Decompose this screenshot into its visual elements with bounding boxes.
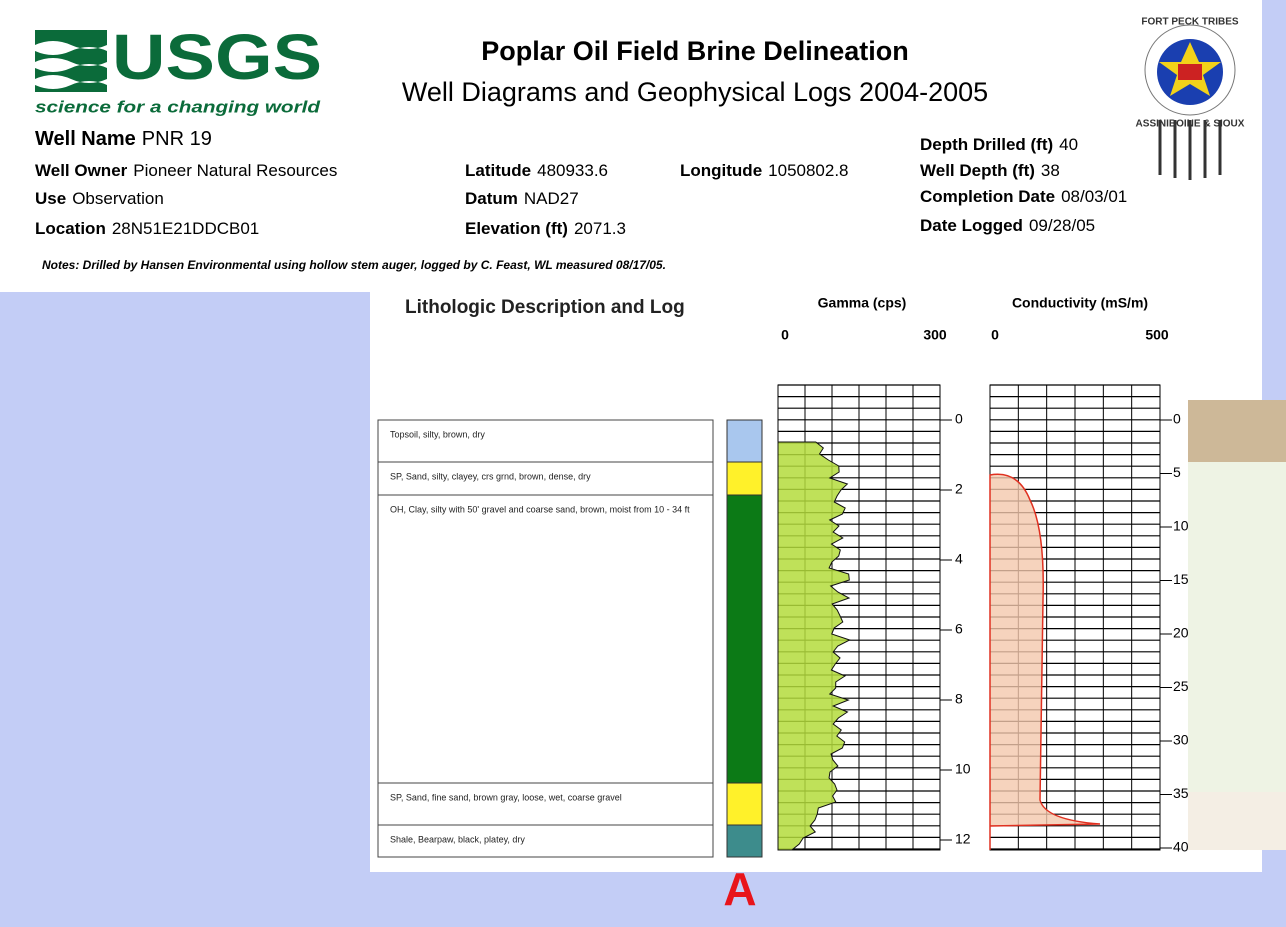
depth-ft-label: 25: [1173, 678, 1189, 694]
field-value: 480933.6: [537, 161, 608, 180]
depth-m-label: 12: [955, 831, 971, 847]
depth-ft-label: 30: [1173, 732, 1189, 748]
lithology-text: SP, Sand, silty, clayey, crs grnd, brown…: [390, 471, 591, 481]
field-value: 1050802.8: [768, 161, 848, 180]
depth-m-label: 10: [955, 761, 971, 777]
field-value: 08/03/01: [1061, 187, 1127, 206]
lithology-column: [726, 494, 763, 784]
field-label: Completion Date: [920, 187, 1055, 206]
field-label: Depth Drilled (ft): [920, 135, 1053, 154]
well-field: Datum NAD27: [465, 189, 579, 208]
conductivity-min: 0: [991, 327, 999, 343]
field-label: Elevation (ft): [465, 219, 568, 238]
lithology-box: [377, 419, 714, 463]
header-panel: [0, 0, 1262, 292]
gamma-curve: [777, 441, 851, 851]
well-field: Elevation (ft) 2071.3: [465, 219, 626, 238]
lithology-box: [377, 461, 714, 496]
well-field: Well Owner Pioneer Natural Resources: [35, 161, 337, 180]
lithology-box: [377, 824, 714, 858]
well-field: Latitude 480933.6: [465, 161, 608, 180]
well-field: Depth Drilled (ft) 40: [920, 135, 1078, 154]
field-value: 09/28/05: [1029, 216, 1095, 235]
field-label: Well Owner: [35, 161, 128, 180]
lithology-box: [377, 494, 714, 784]
well-field: Use Observation: [35, 189, 164, 208]
logo-text: USGS: [112, 21, 322, 93]
field-value: Pioneer Natural Resources: [133, 161, 337, 180]
panel-label: A: [723, 863, 756, 915]
lithology-text: OH, Clay, silty with 50' gravel and coar…: [390, 504, 690, 514]
field-label: Date Logged: [920, 216, 1023, 235]
lithology-column: [726, 419, 763, 463]
seal-bottom: ASSINIBOINE & SIOUX: [1136, 119, 1245, 130]
lithology-box: [377, 782, 714, 826]
field-value: NAD27: [524, 189, 579, 208]
depth-ft-label: 0: [1173, 411, 1181, 427]
well-field: Location 28N51E21DDCB01: [35, 219, 259, 238]
conductivity-curve: [989, 473, 1101, 850]
field-value: 28N51E21DDCB01: [112, 219, 259, 238]
lithology-title: Lithologic Description and Log: [405, 297, 685, 318]
depth-ft-label: 15: [1173, 571, 1189, 587]
well-field: Completion Date 08/03/01: [920, 187, 1127, 206]
conductivity-title: Conductivity (mS/m): [1012, 295, 1148, 311]
gamma-title: Gamma (cps): [818, 295, 907, 311]
depth-m-label: 0: [955, 411, 963, 427]
field-label: Datum: [465, 189, 518, 208]
field-value: Observation: [72, 189, 164, 208]
lithology-text: SP, Sand, fine sand, brown gray, loose, …: [390, 792, 622, 802]
depth-m-label: 4: [955, 551, 963, 567]
usgs-mark: [35, 30, 107, 92]
tagline: science for a changing world: [35, 97, 321, 116]
lithology-text: Topsoil, silty, brown, dry: [390, 429, 485, 439]
lithology-column: [726, 461, 763, 496]
lithology-column: [726, 782, 763, 826]
seal: [1144, 24, 1236, 180]
subtitle: Well Diagrams and Geophysical Logs 2004-…: [402, 77, 988, 107]
field-label: Well Name: [35, 128, 136, 150]
depth-ft-label: 5: [1173, 464, 1181, 480]
depth-ft-label: 10: [1173, 518, 1189, 534]
depth-ft-label: 20: [1173, 625, 1189, 641]
field-label: Location: [35, 219, 106, 238]
field-value: PNR 19: [142, 128, 212, 150]
depth-m-label: 6: [955, 621, 963, 637]
field-value: 2071.3: [574, 219, 626, 238]
seal-top: FORT PECK TRIBES: [1141, 17, 1239, 28]
notes: Notes: Drilled by Hansen Environmental u…: [42, 258, 666, 272]
lithology-strip: [1188, 400, 1286, 850]
lithology-text: Shale, Bearpaw, black, platey, dry: [390, 834, 525, 844]
field-label: Well Depth (ft): [920, 161, 1035, 180]
field-label: Use: [35, 189, 66, 208]
lithology-column: [726, 824, 763, 858]
well-field: Well Name PNR 19: [35, 128, 212, 150]
gamma-min: 0: [781, 327, 789, 343]
depth-m-label: 2: [955, 481, 963, 497]
well-field: Longitude 1050802.8: [680, 161, 849, 180]
field-label: Longitude: [680, 161, 762, 180]
conductivity-max: 500: [1145, 327, 1169, 343]
depth-ft-label: 35: [1173, 785, 1189, 801]
field-label: Latitude: [465, 161, 531, 180]
field-value: 38: [1041, 161, 1060, 180]
field-value: 40: [1059, 135, 1078, 154]
title: Poplar Oil Field Brine Delineation: [481, 36, 909, 66]
depth-ft-label: 40: [1173, 839, 1189, 855]
depth-m-label: 8: [955, 691, 963, 707]
gamma-max: 300: [923, 327, 947, 343]
well-field: Well Depth (ft) 38: [920, 161, 1060, 180]
well-field: Date Logged 09/28/05: [920, 216, 1095, 235]
